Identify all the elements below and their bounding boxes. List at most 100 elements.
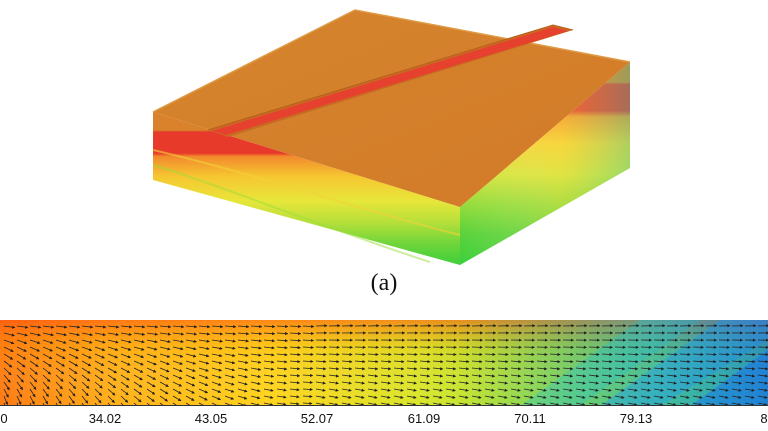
velocity-arrow	[445, 381, 456, 385]
velocity-arrow	[198, 325, 211, 329]
velocity-arrow	[484, 395, 495, 399]
velocity-arrow	[107, 332, 120, 336]
velocity-arrow	[68, 388, 76, 397]
velocity-arrow	[757, 381, 768, 385]
velocity-arrow	[3, 332, 15, 337]
velocity-arrow	[289, 324, 302, 329]
velocity-arrow	[497, 352, 509, 357]
velocity-arrow	[419, 352, 431, 357]
velocity-arrow	[68, 353, 79, 359]
velocity-arrow	[549, 381, 560, 385]
velocity-arrow	[640, 395, 651, 399]
velocity-arrow	[406, 402, 417, 406]
velocity-arrow	[315, 388, 326, 392]
velocity-arrow	[133, 395, 142, 403]
velocity-arrow	[276, 367, 288, 371]
velocity-arrow	[718, 374, 730, 378]
velocity-arrow	[81, 374, 91, 382]
velocity-arrow	[718, 388, 729, 392]
velocity-arrow	[16, 388, 23, 398]
velocity-arrow	[445, 402, 456, 406]
velocity-arrow	[744, 367, 756, 371]
velocity-arrow	[133, 374, 143, 381]
velocity-arrow	[497, 359, 509, 364]
velocity-arrow	[68, 402, 72, 406]
velocity-arrow	[380, 367, 392, 371]
velocity-arrow	[42, 332, 54, 337]
velocity-arrow	[276, 339, 289, 343]
velocity-arrow	[354, 352, 366, 357]
velocity-arrow	[458, 395, 469, 399]
velocity-arrow	[302, 373, 314, 378]
velocity-arrow	[289, 331, 302, 336]
velocity-arrow	[133, 402, 138, 406]
velocity-arrow	[549, 395, 560, 399]
velocity-arrow	[276, 381, 288, 385]
velocity-arrow	[653, 395, 664, 399]
velocity-arrow	[354, 388, 365, 392]
velocity-arrow	[81, 346, 93, 352]
velocity-arrow	[432, 374, 444, 378]
velocity-arrow	[250, 395, 261, 400]
velocity-arrow	[757, 388, 768, 392]
velocity-arrow	[614, 352, 626, 357]
velocity-arrow	[263, 402, 274, 406]
velocity-arrow	[289, 374, 301, 378]
velocity-arrow	[55, 353, 66, 359]
velocity-arrow	[237, 395, 248, 400]
velocity-arrow	[341, 402, 352, 406]
velocity-arrow	[107, 381, 117, 389]
velocity-arrow	[289, 359, 301, 364]
velocity-arrow	[692, 395, 703, 399]
velocity-arrow	[16, 381, 24, 391]
velocity-arrow	[575, 402, 586, 406]
velocity-arrow	[185, 339, 197, 343]
velocity-arrow	[731, 381, 742, 385]
velocity-arrow	[705, 352, 717, 357]
velocity-arrow	[172, 346, 184, 351]
velocity-arrow	[510, 374, 522, 378]
velocity-arrow	[354, 367, 366, 371]
velocity-arrow	[757, 367, 768, 371]
velocity-arrow	[94, 381, 103, 389]
velocity-arrow	[575, 359, 587, 364]
velocity-arrow	[653, 388, 664, 392]
velocity-arrow	[601, 402, 612, 406]
velocity-arrow	[380, 381, 391, 385]
velocity-arrow	[614, 359, 626, 364]
velocity-arrow	[419, 367, 431, 371]
velocity-arrow	[471, 388, 482, 392]
velocity-arrow	[627, 352, 639, 357]
velocity-arrow	[237, 339, 250, 343]
velocity-arrow	[289, 367, 301, 371]
velocity-arrow	[55, 339, 67, 344]
velocity-arrow	[666, 352, 678, 357]
velocity-arrow	[510, 352, 522, 357]
velocity-arrow	[16, 332, 28, 337]
velocity-arrow	[211, 367, 223, 372]
velocity-arrow	[107, 339, 119, 344]
velocity-arrow	[211, 395, 221, 401]
velocity-vectors	[3, 324, 768, 406]
velocity-arrow	[198, 346, 210, 351]
velocity-arrow	[692, 374, 704, 378]
velocity-arrow	[263, 353, 275, 357]
velocity-arrow	[679, 374, 691, 378]
velocity-arrow	[29, 339, 41, 344]
velocity-arrow	[81, 381, 90, 389]
velocity-arrow	[68, 332, 81, 337]
velocity-arrow	[172, 360, 184, 365]
velocity-arrow	[263, 395, 274, 399]
velocity-arrow	[510, 402, 521, 406]
velocity-arrow	[744, 402, 755, 406]
velocity-arrow	[133, 339, 145, 344]
velocity-arrow	[367, 352, 379, 357]
velocity-arrow	[367, 388, 378, 392]
velocity-arrow	[159, 332, 172, 336]
scale-tick-label: 8	[760, 411, 768, 426]
velocity-arrow	[211, 381, 222, 386]
velocity-arrow	[276, 360, 288, 364]
velocity-arrow	[263, 324, 276, 329]
velocity-arrow	[68, 374, 77, 382]
velocity-arrow	[29, 325, 42, 329]
